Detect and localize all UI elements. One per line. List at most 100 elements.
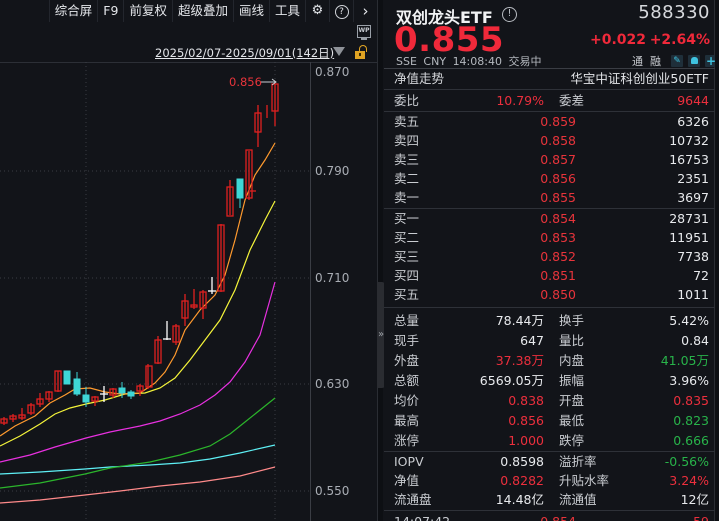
ask-price: 0.859 [540,114,576,129]
quote-panel: 双创龙头ETF ! 588330 0.855 +0.022 +2.64% SSE… [384,0,717,521]
caret-down-icon[interactable] [333,47,345,56]
fund-name: 华宝中证科创创业50ETF [570,71,709,86]
plus-icon[interactable]: + [705,54,717,68]
date-range-link[interactable]: 2025/02/07-2025/09/01(142日) [155,46,335,60]
bell-icon[interactable] [688,55,700,67]
chart-top-divider [0,62,377,63]
nav-trend-row[interactable]: 净值走势 华宝中证科创创业50ETF [384,69,715,88]
stat-label: 内盘 [559,353,585,368]
stat-label: 振幅 [559,373,585,388]
stat-value: 41.05万 [660,353,709,368]
stat-label: 换手 [559,313,585,328]
bid-price: 0.853 [540,230,576,245]
toolbar-draw-line[interactable]: 画线 [232,0,269,22]
bid-row-5[interactable]: 买五 0.850 1011 [384,285,715,304]
bid-price: 0.851 [540,268,576,283]
info-icon[interactable]: ! [502,7,517,22]
stat-value: 0.84 [681,333,709,348]
stat-label: 总额 [394,373,420,388]
tick-price: 0.854 [484,512,576,521]
ask-label: 卖五 [394,114,420,129]
ma30-line [0,397,276,489]
stat-label: 最低 [559,413,585,428]
bid-volume: 11951 [669,230,709,245]
ma120-line [0,466,276,504]
quote-time: 14:08:40 [452,55,502,68]
ask-label: 卖四 [394,133,420,148]
stat-value: 0.823 [673,413,709,428]
price-axis-divider [310,62,311,521]
currency: CNY [423,55,447,68]
fund-row-float: 流通盘 14.48亿 流通值 12亿 [384,490,715,509]
toolbar-composite-screen[interactable]: 综合屏 [48,0,98,22]
exchange: SSE [396,55,417,68]
bid-volume: 7738 [677,249,709,264]
quote-meta: SSE CNY 14:08:40 交易中 [396,53,541,69]
stat-row-limits: 涨停 1.000 跌停 0.666 [384,431,715,450]
toolbar-forward-adjust[interactable]: 前复权 [123,0,172,22]
price-change-percent: +2.64% [649,32,710,48]
ask-row-2[interactable]: 卖二 0.856 2351 [384,169,715,188]
stat-label: 涨停 [394,433,420,448]
bid-volume: 28731 [669,211,709,226]
ask-volume: 10732 [669,133,709,148]
bid-volume: 72 [693,268,709,283]
divider [384,451,715,452]
weicha-value: 9644 [677,93,709,108]
candlestick-chart[interactable] [0,62,310,521]
stat-label: 净值 [394,473,420,488]
divider [384,208,715,209]
bid-label: 买二 [394,230,420,245]
bid-row-1[interactable]: 买一 0.854 28731 [384,209,715,228]
toolbar-tools[interactable]: 工具 [268,0,305,22]
ask-label: 卖一 [394,190,420,205]
axis-label-0870: 0.870 [315,65,350,79]
stat-label: 总量 [394,313,420,328]
divider [384,307,715,308]
connect-badge[interactable]: 通 [632,55,643,68]
expand-panel-button[interactable]: » [377,282,385,388]
wp-monitor-icon[interactable]: WP [357,25,371,38]
stat-label: 流通盘 [394,492,432,507]
help-icon[interactable]: ? [329,0,353,22]
ask-row-5[interactable]: 卖五 0.859 6326 [384,112,715,131]
stat-row-outer-inner: 外盘 37.38万 内盘 41.05万 [384,351,715,370]
bid-label: 买四 [394,268,420,283]
ask-row-3[interactable]: 卖三 0.857 16753 [384,150,715,169]
ask-label: 卖二 [394,171,420,186]
divider [384,510,715,511]
nav-trend-label[interactable]: 净值走势 [394,71,445,86]
ask-price: 0.857 [540,152,576,167]
stat-value: -0.56% [664,454,709,469]
axis-label-0550: 0.550 [315,484,350,498]
axis-label-0790: 0.790 [315,164,350,178]
ask-volume: 16753 [669,152,709,167]
unlock-icon[interactable] [355,45,367,59]
pencil-icon[interactable]: ✎ [671,55,683,67]
bid-row-2[interactable]: 买二 0.853 11951 [384,228,715,247]
fund-row-iopv: IOPV 0.8598 溢折率 -0.56% [384,452,715,471]
toolbar-super-overlay[interactable]: 超级叠加 [171,0,233,22]
ask-price: 0.855 [540,190,576,205]
bid-row-3[interactable]: 买三 0.852 7738 [384,247,715,266]
chevron-right-icon[interactable]: › [353,0,377,22]
stat-row-avg-open: 均价 0.838 开盘 0.835 [384,391,715,410]
stat-row-amount: 总额 6569.05万 振幅 3.96% [384,371,715,390]
toolbar-f9[interactable]: F9 [97,0,123,22]
stat-value: 0.8598 [500,454,544,469]
bid-row-4[interactable]: 买四 0.851 72 [384,266,715,285]
fund-row-nav: 净值 0.8282 升贴水率 3.24% [384,471,715,490]
gear-icon[interactable]: ⚙ [305,0,329,22]
bell-glyph [690,57,698,64]
ma5-line [0,142,276,437]
pane-splitter[interactable] [377,0,383,521]
stat-value: 37.38万 [495,353,544,368]
bid-label: 买五 [394,287,420,302]
help-glyph: ? [334,5,349,19]
stat-label: 溢折率 [559,454,597,469]
ask-row-1[interactable]: 卖一 0.855 3697 [384,188,715,207]
divider [384,89,715,90]
margin-badge[interactable]: 融 [650,55,661,68]
ask-row-4[interactable]: 卖四 0.858 10732 [384,131,715,150]
axis-label-0630: 0.630 [315,377,350,391]
